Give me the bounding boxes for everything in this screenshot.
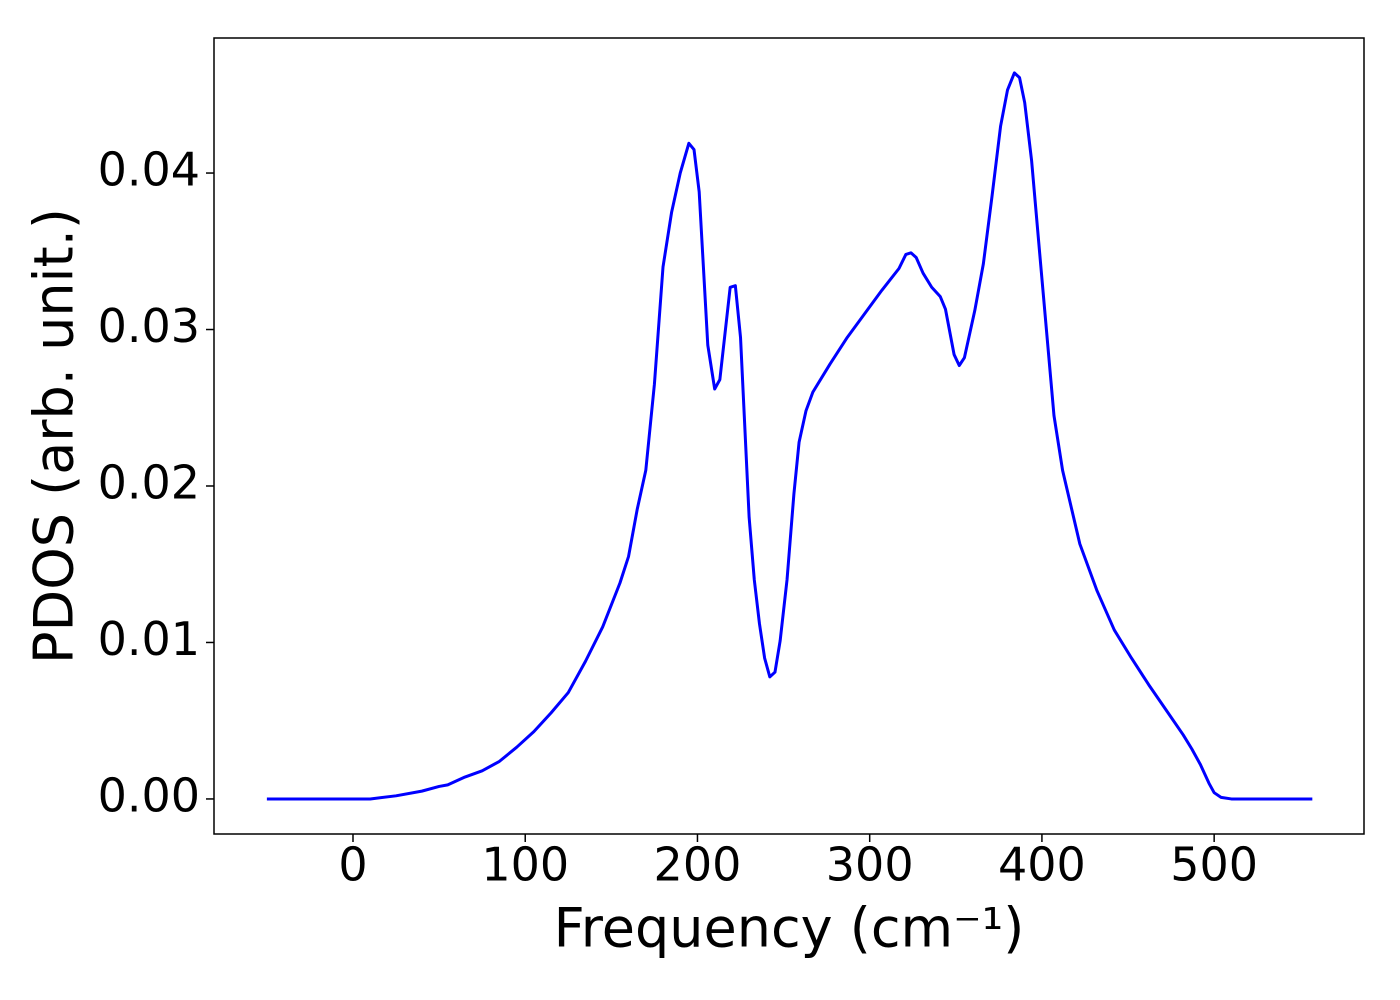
x-tick-label: 400: [998, 838, 1086, 892]
y-tick-label: 0.03: [98, 299, 200, 353]
x-tick-label: 500: [1170, 838, 1258, 892]
y-axis-label: PDOS (arb. unit.): [23, 208, 86, 664]
y-tick-label: 0.01: [98, 612, 200, 666]
y-tick-label: 0.00: [98, 768, 200, 822]
x-tick-label: 100: [481, 838, 569, 892]
x-tick-label: 0: [338, 838, 367, 892]
x-tick-label: 200: [654, 838, 742, 892]
x-tick-label: 300: [826, 838, 914, 892]
plot-frame: [213, 37, 1365, 835]
y-tick-label: 0.02: [98, 455, 200, 509]
x-axis-label: Frequency (cm⁻¹): [554, 897, 1025, 960]
data-line: [266, 71, 1313, 801]
y-tick-label: 0.04: [98, 143, 200, 197]
